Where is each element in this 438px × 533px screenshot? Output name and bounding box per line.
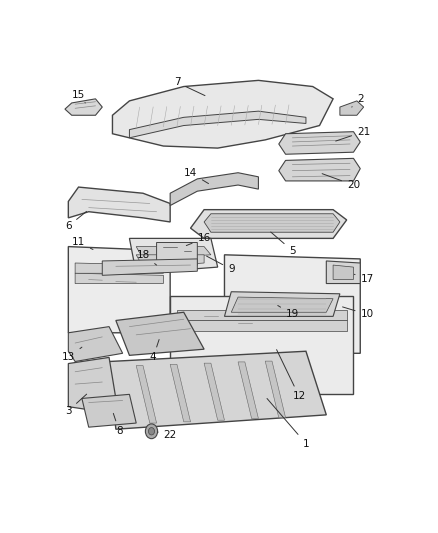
Polygon shape [279, 158, 360, 181]
Polygon shape [265, 361, 286, 418]
Polygon shape [136, 366, 156, 423]
Polygon shape [191, 209, 346, 238]
Text: 11: 11 [72, 238, 93, 249]
Polygon shape [170, 173, 258, 206]
Polygon shape [224, 255, 360, 353]
Text: 13: 13 [62, 347, 82, 362]
Polygon shape [224, 292, 340, 317]
Text: 1: 1 [267, 399, 309, 449]
Text: 2: 2 [352, 94, 364, 107]
Polygon shape [102, 259, 197, 276]
Text: 16: 16 [186, 233, 211, 246]
Polygon shape [204, 214, 340, 232]
Text: 5: 5 [271, 232, 296, 256]
Polygon shape [68, 327, 123, 361]
Polygon shape [279, 132, 360, 154]
Text: 18: 18 [136, 250, 156, 265]
Text: 6: 6 [65, 212, 87, 231]
Polygon shape [170, 365, 191, 422]
Text: 20: 20 [322, 174, 360, 190]
Polygon shape [177, 320, 346, 330]
Polygon shape [75, 263, 163, 273]
Polygon shape [113, 80, 333, 148]
Polygon shape [177, 310, 346, 320]
Text: 4: 4 [150, 340, 159, 362]
Circle shape [148, 427, 155, 435]
Polygon shape [156, 243, 197, 269]
Polygon shape [116, 312, 204, 356]
Text: 22: 22 [158, 430, 177, 440]
Polygon shape [68, 187, 170, 222]
Polygon shape [333, 265, 353, 279]
Text: 9: 9 [207, 256, 235, 274]
Text: 14: 14 [184, 168, 208, 183]
Text: 8: 8 [113, 414, 123, 437]
Polygon shape [68, 247, 170, 333]
Text: 17: 17 [354, 274, 374, 285]
Polygon shape [326, 261, 360, 284]
Polygon shape [204, 363, 224, 420]
Polygon shape [82, 394, 136, 427]
Text: 3: 3 [65, 394, 87, 416]
Circle shape [145, 424, 158, 439]
Polygon shape [130, 111, 306, 138]
Polygon shape [65, 99, 102, 115]
Polygon shape [170, 296, 353, 394]
Polygon shape [136, 255, 204, 267]
Text: 10: 10 [343, 307, 374, 319]
Polygon shape [109, 351, 326, 429]
Text: 21: 21 [336, 127, 370, 141]
Polygon shape [75, 273, 163, 284]
Text: 12: 12 [277, 350, 306, 401]
Text: 7: 7 [173, 77, 205, 95]
Text: 15: 15 [72, 90, 85, 103]
Polygon shape [68, 358, 116, 411]
Polygon shape [231, 297, 333, 312]
Polygon shape [340, 101, 364, 115]
Polygon shape [136, 247, 211, 259]
Polygon shape [238, 362, 258, 418]
Text: 19: 19 [278, 305, 299, 319]
Polygon shape [130, 238, 218, 273]
